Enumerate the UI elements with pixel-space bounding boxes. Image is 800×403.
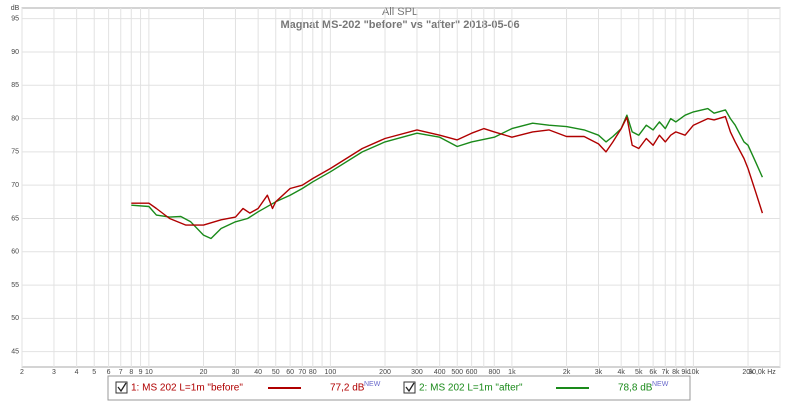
x-tick-label: 800	[488, 369, 500, 376]
y-tick-label: 75	[11, 149, 19, 156]
y-tick-label: 90	[11, 49, 19, 56]
y-tick-label: 60	[11, 249, 19, 256]
legend-badge: NEW	[652, 381, 669, 388]
y-tick-label: 95	[11, 16, 19, 23]
x-tick-label: 200	[379, 369, 391, 376]
legend	[107, 375, 691, 401]
x-tick-label: 30	[232, 369, 240, 376]
chart-subtitle: Magnat MS-202 "before" vs "after" 2018-0…	[280, 19, 519, 31]
series-line	[131, 107, 764, 240]
series-line	[131, 115, 764, 226]
legend-value: 78,8 dB	[618, 383, 653, 394]
x-tick-label: 8	[129, 369, 133, 376]
x-tick-label: 60	[286, 369, 294, 376]
x-tick-label: 40	[254, 369, 262, 376]
x-tick-label: 8k	[672, 369, 680, 376]
legend-checkbox	[403, 381, 416, 394]
x-tick-label: 4k	[617, 369, 625, 376]
x-tick-label: 80	[309, 369, 317, 376]
x-tick-label: 6k	[649, 369, 657, 376]
y-tick-label: 65	[11, 215, 19, 222]
legend-label: 2: MS 202 L=1m "after"	[419, 383, 523, 394]
x-tick-label: 30,0k Hz	[748, 369, 776, 376]
x-tick-label: 5k	[635, 369, 643, 376]
x-tick-label: 400	[434, 369, 446, 376]
x-tick-label: 6	[107, 369, 111, 376]
x-tick-label: 20	[200, 369, 208, 376]
x-tick-label: 4	[75, 369, 79, 376]
y-tick-label: 50	[11, 315, 19, 322]
x-tick-label: 5	[92, 369, 96, 376]
x-tick-label: 600	[466, 369, 478, 376]
legend-value: 77,2 dB	[330, 383, 365, 394]
y-unit: dB	[11, 5, 20, 12]
x-tick-label: 9	[139, 369, 143, 376]
y-tick-label: 80	[11, 115, 19, 122]
x-tick-label: 300	[411, 369, 423, 376]
x-tick-label: 70	[298, 369, 306, 376]
legend-check	[117, 382, 127, 393]
x-tick-label: 10	[145, 369, 153, 376]
y-tick-label: 70	[11, 182, 19, 189]
y-tick-label: 45	[11, 349, 19, 356]
grid	[21, 8, 781, 367]
x-tick-label: 7k	[662, 369, 670, 376]
x-tick-label: 100	[325, 369, 337, 376]
x-tick-label: 3k	[595, 369, 603, 376]
y-tick-label: 85	[11, 82, 19, 89]
x-tick-label: 2k	[563, 369, 571, 376]
x-tick-label: 10k	[688, 369, 700, 376]
x-tick-label: 20k	[742, 369, 754, 376]
x-tick-label: 9k	[681, 369, 689, 376]
y-tick-label: 55	[11, 282, 19, 289]
legend-check	[405, 382, 415, 393]
x-tick-label: 50	[272, 369, 280, 376]
x-tick-label: 1k	[508, 369, 516, 376]
chart-title: All SPL	[382, 6, 418, 18]
x-tick-label: 7	[119, 369, 123, 376]
legend-checkbox	[115, 381, 128, 394]
x-tick-label: 3	[52, 369, 56, 376]
legend-badge: NEW	[364, 381, 381, 388]
x-tick-label: 2	[20, 369, 24, 376]
plot-area	[21, 7, 781, 368]
legend-label: 1: MS 202 L=1m "before"	[131, 383, 243, 394]
x-tick-label: 500	[451, 369, 463, 376]
